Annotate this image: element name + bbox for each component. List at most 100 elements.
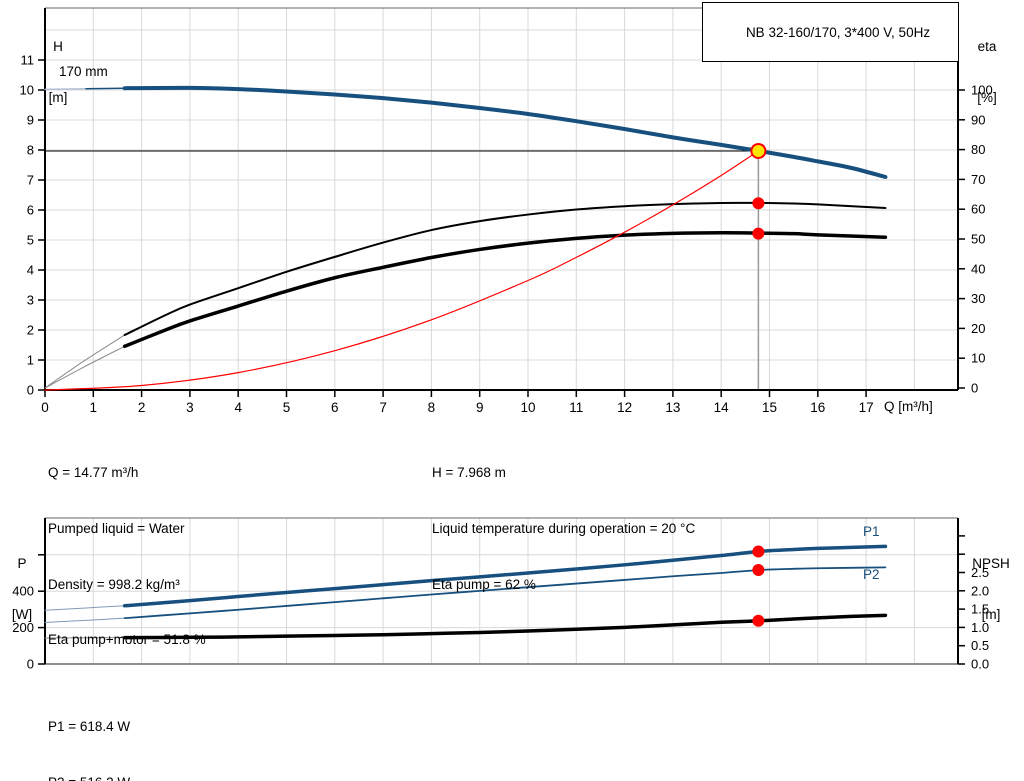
right-tick-label: 10: [971, 351, 985, 366]
x-tick-label: 8: [428, 400, 436, 415]
eta-axis-title-symbol: eta: [977, 39, 997, 54]
hq-chart-gridlines: [45, 8, 958, 390]
eta-pump-marker: [752, 197, 765, 210]
x-tick-label: 11: [569, 400, 583, 415]
info-head: H = 7.968 m: [432, 465, 506, 480]
right-tick-label: 80: [971, 142, 985, 157]
right-tick-label: 40: [971, 261, 985, 276]
right-tick-label: 0.0: [971, 657, 989, 672]
x-tick-label: 4: [234, 400, 242, 415]
y-tick-label: 11: [21, 53, 35, 68]
y-tick-label: 4: [27, 263, 34, 278]
info-liquid-temperature: Liquid temperature during operation = 20…: [432, 520, 696, 536]
p1-power-curve: [122, 544, 888, 608]
npsh-axis-title: NPSH [m]: [962, 521, 1020, 657]
chart-title: NB 32-160/170, 3*400 V, 50Hz: [745, 25, 931, 40]
y-tick-label: 0: [27, 657, 34, 672]
eta-pump-motor-marker: [752, 227, 765, 240]
right-tick-label: 2.0: [971, 583, 989, 598]
y-tick-label: 200: [12, 620, 34, 635]
y-tick-label: 0: [27, 383, 34, 398]
q-axis-unit-label: Q [m³/h]: [884, 399, 933, 414]
info-p1: P1 = 618.4 W: [48, 719, 131, 734]
x-tick-label: 12: [617, 400, 632, 415]
x-tick-label: 17: [859, 400, 874, 415]
y-tick-label: 9: [27, 113, 34, 128]
p1-power-curve-lead: [44, 605, 126, 611]
x-tick-label: 6: [331, 400, 339, 415]
y-tick-label: 7: [27, 173, 34, 188]
y-tick-label: 1: [27, 353, 34, 368]
right-tick-label: 0: [971, 381, 978, 396]
head-curve-label: 170 mm: [59, 64, 108, 79]
x-tick-label: 7: [379, 400, 387, 415]
eta-axis-title: eta [%]: [962, 4, 1012, 140]
h-axis-title: H [m]: [40, 4, 76, 140]
x-tick-label: 5: [283, 400, 291, 415]
eta-pump-curve-lead: [44, 334, 126, 389]
head-curve-170mm-lead: [44, 88, 87, 91]
eta-axis-title-unit: [%]: [977, 90, 997, 105]
p2-power-curve-lead: [44, 617, 126, 623]
right-tick-label: 90: [971, 112, 985, 127]
x-tick-label: 13: [665, 400, 680, 415]
y-tick-label: 5: [27, 233, 34, 248]
info-pumped-liquid: Pumped liquid = Water: [48, 520, 185, 536]
p-axis-title-unit: [W]: [11, 607, 33, 622]
right-tick-label: 20: [971, 321, 985, 336]
info-density: Density = 998.2 kg/m³: [48, 576, 180, 592]
eta-pump-curve: [123, 201, 887, 336]
p1-curve-label: P1: [863, 524, 880, 539]
right-tick-label: 30: [971, 291, 985, 306]
y-tick-label: 6: [27, 203, 34, 218]
h-axis-title-symbol: H: [53, 39, 63, 54]
x-tick-label: 1: [90, 400, 98, 415]
npsh-curve: [122, 613, 888, 640]
x-tick-label: 3: [186, 400, 194, 415]
duty-point-marker: [750, 142, 767, 159]
p1-duty-marker: [752, 545, 765, 558]
right-tick-label: 50: [971, 232, 985, 247]
right-tick-label: 2.5: [971, 565, 989, 580]
x-tick-label: 14: [714, 400, 730, 415]
right-tick-label: 1.0: [971, 620, 989, 635]
duty-info-bottom: P1 = 618.4 W P2 = 516.2 W NPSH = 1.18 m …: [48, 682, 349, 781]
y-tick-label: 10: [20, 83, 34, 98]
y-tick-label: 3: [27, 293, 34, 308]
h-axis-title-unit: [m]: [48, 90, 68, 105]
p-axis-title-symbol: P: [17, 556, 27, 571]
info-eta-pump-motor: Eta pump+motor = 51.8 %: [48, 632, 206, 648]
npsh-axis-title-unit: [m]: [981, 607, 1001, 622]
p2-curve-label: P2: [863, 567, 880, 582]
eta-pump-motor-curve: [122, 230, 888, 349]
x-tick-label: 9: [476, 400, 484, 415]
npsh-duty-marker: [752, 614, 765, 627]
y-tick-label: 2: [27, 323, 34, 338]
right-tick-label: 100: [971, 83, 993, 98]
x-tick-label: 15: [762, 400, 777, 415]
power-npsh-chart: 0 200 400 0.0 0.5 1.0 1.5 2.0 2.5: [12, 517, 989, 672]
right-tick-label: 0.5: [971, 638, 989, 653]
p-axis-title: P [W]: [4, 521, 40, 657]
npsh-axis-title-symbol: NPSH: [972, 556, 1010, 571]
duty-info-right: H = 7.968 m Liquid temperature during op…: [432, 428, 695, 629]
x-tick-label: 0: [41, 400, 49, 415]
head-curve-170mm: [85, 87, 126, 90]
right-tick-label: 60: [971, 202, 985, 217]
x-tick-label: 16: [810, 400, 825, 415]
x-tick-label: 10: [520, 400, 535, 415]
x-tick-label: 2: [138, 400, 146, 415]
power-npsh-chart-gridlines: [45, 518, 958, 664]
p2-power-curve: [123, 566, 887, 620]
system-curve-lead: [44, 150, 759, 391]
right-tick-label: 70: [971, 172, 985, 187]
right-tick-label: 1.5: [971, 602, 989, 617]
chart-title-box: NB 32-160/170, 3*400 V, 50Hz: [702, 2, 959, 62]
duty-info-left: Q = 14.77 m³/h Pumped liquid = Water Den…: [48, 428, 206, 685]
info-flow: Q = 14.77 m³/h: [48, 465, 139, 480]
head-curve-170mm: [122, 85, 888, 179]
info-p2: P2 = 516.2 W: [48, 772, 349, 781]
y-tick-label: 8: [27, 143, 34, 158]
